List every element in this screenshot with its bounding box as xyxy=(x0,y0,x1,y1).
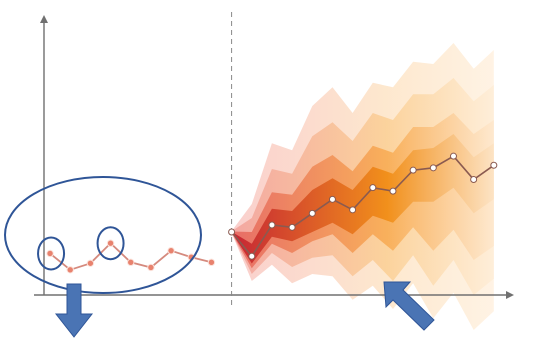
forecast-median-point xyxy=(490,161,498,169)
forecast-median-point xyxy=(248,252,256,260)
history-point xyxy=(167,246,175,255)
forecast-median-point xyxy=(268,221,276,229)
down-arrow-icon xyxy=(54,283,94,338)
highlight-circle xyxy=(37,236,66,271)
forecast-median-point xyxy=(308,209,316,217)
series-points xyxy=(46,152,498,274)
annotations xyxy=(4,176,435,338)
history-point xyxy=(127,258,135,267)
up-left-arrow-icon xyxy=(383,281,435,331)
history-point xyxy=(207,258,216,267)
forecast-median-point xyxy=(288,223,296,231)
y-axis-arrow xyxy=(40,15,48,23)
forecast-median-point xyxy=(389,187,397,195)
history-point xyxy=(86,259,95,267)
highlight-ellipse xyxy=(4,176,202,294)
history-point xyxy=(106,239,115,247)
forecast-median-point xyxy=(228,228,236,236)
axes xyxy=(34,12,514,305)
history-point xyxy=(46,249,54,258)
highlight-circle xyxy=(96,226,125,261)
forecast-median-point xyxy=(409,166,417,174)
forecast-median-point xyxy=(449,152,457,160)
forecast-median-point xyxy=(470,176,478,183)
forecast-median-point xyxy=(349,206,357,214)
forecast-fan xyxy=(231,43,494,330)
history-point xyxy=(147,263,155,272)
x-axis-arrow xyxy=(506,291,514,299)
forecast-median-point xyxy=(328,195,336,203)
forecast-median-point xyxy=(369,184,377,192)
forecast-median-point xyxy=(429,164,437,172)
history-point xyxy=(66,266,74,274)
